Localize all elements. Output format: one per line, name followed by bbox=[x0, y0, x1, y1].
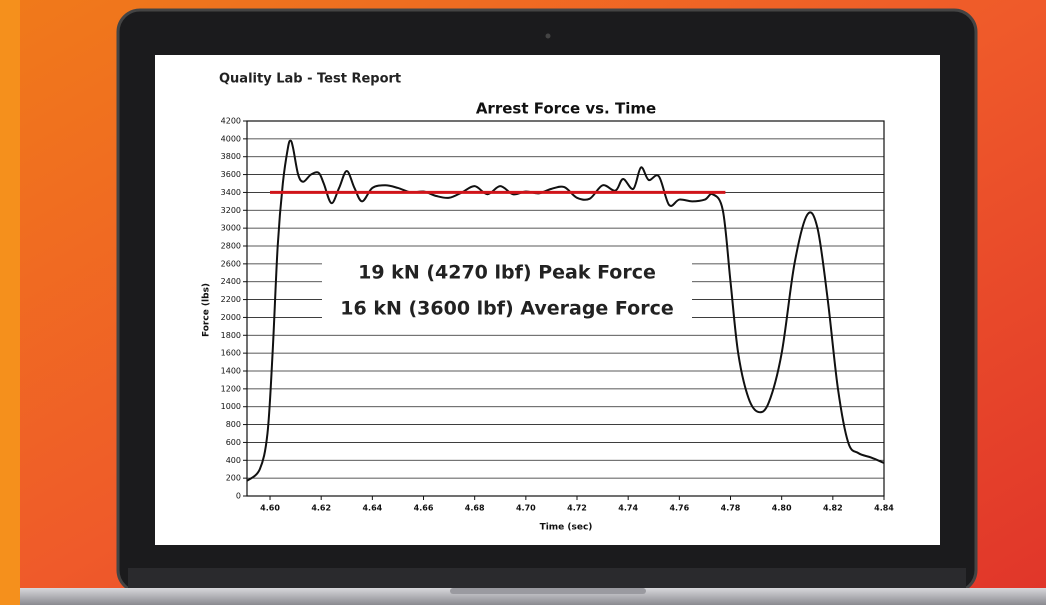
report-title: Quality Lab - Test Report bbox=[219, 72, 401, 87]
y-tick-label: 3400 bbox=[221, 188, 241, 197]
bezel-bottom bbox=[128, 568, 966, 588]
annotation: 19 kN (4270 lbf) Peak Force bbox=[358, 262, 656, 284]
y-tick-label: 2200 bbox=[221, 295, 241, 304]
x-axis-label: Time (sec) bbox=[540, 523, 593, 533]
y-tick-label: 600 bbox=[226, 438, 241, 447]
y-tick-label: 3800 bbox=[221, 152, 241, 161]
camera bbox=[546, 34, 551, 39]
page: Quality Lab - Test Report Arrest Force v… bbox=[0, 0, 1046, 605]
x-tick-label: 4.60 bbox=[260, 504, 280, 513]
x-tick-label: 4.70 bbox=[516, 504, 536, 513]
chart-title: Arrest Force vs. Time bbox=[476, 100, 656, 118]
y-tick-label: 1000 bbox=[221, 402, 241, 411]
x-tick-label: 4.66 bbox=[414, 504, 434, 513]
x-tick-label: 4.62 bbox=[311, 504, 331, 513]
annotation: 16 kN (3600 lbf) Average Force bbox=[340, 298, 673, 320]
y-tick-label: 2800 bbox=[221, 242, 241, 251]
y-tick-label: 1400 bbox=[221, 367, 241, 376]
x-tick-label: 4.84 bbox=[874, 504, 894, 513]
x-tick-label: 4.78 bbox=[721, 504, 741, 513]
x-tick-label: 4.74 bbox=[618, 504, 638, 513]
x-tick-label: 4.68 bbox=[465, 504, 485, 513]
y-tick-label: 4000 bbox=[221, 134, 241, 143]
y-tick-label: 2600 bbox=[221, 259, 241, 268]
y-tick-label: 2400 bbox=[221, 277, 241, 286]
y-tick-label: 2000 bbox=[221, 313, 241, 322]
y-tick-label: 4200 bbox=[221, 117, 241, 126]
x-tick-label: 4.80 bbox=[772, 504, 792, 513]
y-tick-label: 400 bbox=[226, 456, 241, 465]
x-tick-label: 4.64 bbox=[362, 504, 382, 513]
x-tick-label: 4.72 bbox=[567, 504, 587, 513]
y-tick-label: 1600 bbox=[221, 349, 241, 358]
y-tick-label: 3000 bbox=[221, 224, 241, 233]
hinge-notch bbox=[450, 588, 646, 594]
y-tick-label: 200 bbox=[226, 474, 241, 483]
y-tick-label: 0 bbox=[236, 492, 241, 501]
y-tick-label: 800 bbox=[226, 420, 241, 429]
y-tick-label: 3200 bbox=[221, 206, 241, 215]
y-tick-label: 1800 bbox=[221, 331, 241, 340]
x-tick-label: 4.82 bbox=[823, 504, 843, 513]
edge bbox=[0, 0, 20, 605]
y-tick-label: 1200 bbox=[221, 384, 241, 393]
scene: Quality Lab - Test Report Arrest Force v… bbox=[0, 0, 1046, 605]
y-tick-label: 3600 bbox=[221, 170, 241, 179]
y-axis-label: Force (lbs) bbox=[202, 283, 212, 337]
x-tick-label: 4.76 bbox=[669, 504, 689, 513]
